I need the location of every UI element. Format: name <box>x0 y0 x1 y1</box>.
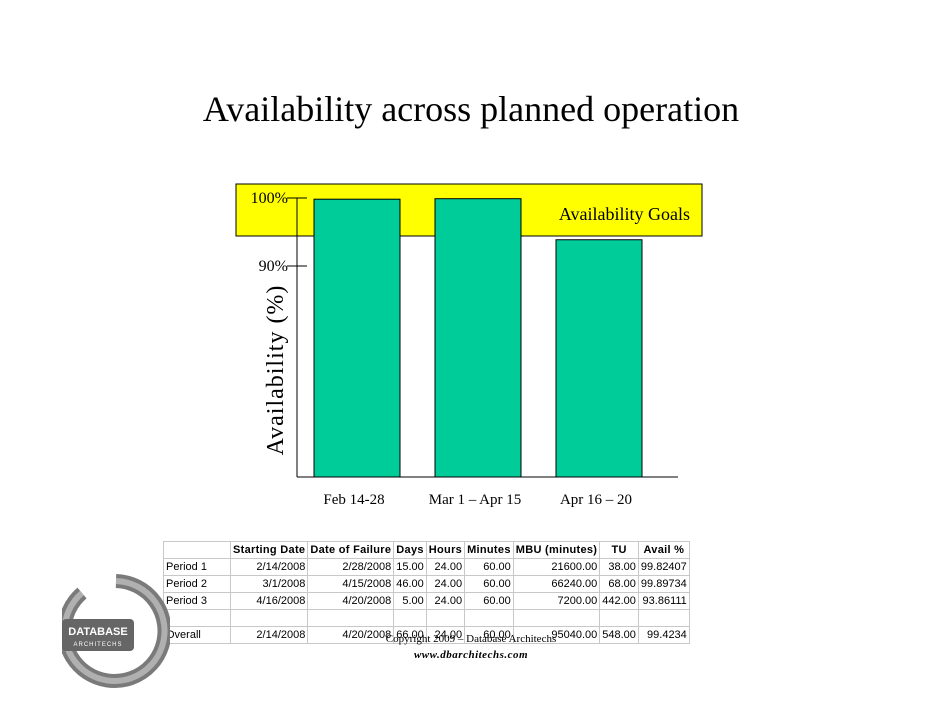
table-cell: 442.00 <box>599 592 639 610</box>
table-blank-row <box>163 609 690 627</box>
logo-text-bottom: ARCHITECHS <box>73 642 122 648</box>
table-cell: Period 2 <box>163 575 231 593</box>
table-cell: 99.89734 <box>637 575 690 593</box>
table-cell: 99.82407 <box>637 558 690 576</box>
copyright-text: Copyright 2009 – Database Architechs <box>385 633 557 645</box>
table-cell: Period 3 <box>163 592 231 610</box>
table-cell: 4/20/2008 <box>307 592 395 610</box>
table-cell: 93.86111 <box>637 592 690 610</box>
table-cell: 2/14/2008 <box>229 626 309 644</box>
table-cell: 60.00 <box>464 626 514 644</box>
table-cell: 60.00 <box>464 575 514 593</box>
table-cell: 21600.00 <box>512 558 601 576</box>
table-cell: 24.00 <box>425 558 466 576</box>
y-tick-label: 90% <box>259 258 288 275</box>
y-axis-label: Availability (%) <box>263 285 289 456</box>
table-cell: 548.00 <box>599 626 639 644</box>
table-row: Overall 2/14/2008 4/20/2008 66.00 24.00 60.00… <box>163 626 690 644</box>
y-tick-label: 100% <box>251 190 288 207</box>
logo-text-top: DATABASE <box>68 626 127 638</box>
bar-3 <box>555 239 643 478</box>
table-row: Period 3 4/16/2008 4/20/2008 5.00 24.00 60.00… <box>163 592 690 610</box>
table-cell: 66240.00 <box>512 575 601 593</box>
table-cell: 60.00 <box>464 592 514 610</box>
table-header-cell <box>163 541 231 559</box>
table-header-cell: MBU (minutes) <box>512 541 601 559</box>
x-tick-label: Feb 14-28 <box>323 492 384 508</box>
table-header-cell: Minutes <box>464 541 514 559</box>
page-title: Availability across planned operation <box>202 89 740 129</box>
goal-band-label: Availability Goals <box>559 204 690 224</box>
table-cell: 4/16/2008 <box>229 592 309 610</box>
table-header-cell: Starting Date <box>229 541 309 559</box>
table-cell: 95040.00 <box>512 626 601 644</box>
table-cell: 15.00 <box>393 558 427 576</box>
bar-2 <box>434 198 522 478</box>
table-cell: 24.00 <box>425 592 466 610</box>
x-tick-label: Mar 1 – Apr 15 <box>429 492 522 508</box>
database-architechs-logo: DATABASE ARCHITECHS <box>62 574 170 688</box>
table-cell: 2/28/2008 <box>307 558 395 576</box>
website-url: www.dbarchitechs.com <box>413 649 529 661</box>
table-cell: 4/20/2008 <box>307 626 395 644</box>
table-row: Period 1 2/14/2008 2/28/2008 15.00 24.00 60.0… <box>163 558 690 576</box>
table-cell: 24.00 <box>425 575 466 593</box>
table-cell: 4/15/2008 <box>307 575 395 593</box>
table-header-cell: Hours <box>425 541 466 559</box>
table-cell: 24.00 <box>425 626 466 644</box>
bar-1 <box>313 198 401 478</box>
table-header-cell: Date of Failure <box>307 541 395 559</box>
table-cell: 38.00 <box>599 558 639 576</box>
table-cell: 3/1/2008 <box>229 575 309 593</box>
table-cell: 46.00 <box>393 575 427 593</box>
x-tick-label: Apr 16 – 20 <box>560 492 632 508</box>
table-cell: 7200.00 <box>512 592 601 610</box>
table-cell: Period 1 <box>163 558 231 576</box>
table-cell: 2/14/2008 <box>229 558 309 576</box>
table-header-cell: TU <box>599 541 639 559</box>
table-header-cell: Avail % <box>637 541 690 559</box>
table-cell: 66.00 <box>393 626 427 644</box>
table-header-cell: Days <box>393 541 427 559</box>
table-row: Period 2 3/1/2008 4/15/2008 46.00 24.00 60.00… <box>163 575 690 593</box>
table-cell: 60.00 <box>464 558 514 576</box>
table-cell: 99.4234 <box>637 626 690 644</box>
table-header-row: Starting Date Date of Failure Days Hours Min… <box>163 541 690 559</box>
table-cell: 5.00 <box>393 592 427 610</box>
availability-chart: Availability Goals 100% 90% Feb 14-28 Mar … <box>235 183 703 508</box>
table-cell: 68.00 <box>599 575 639 593</box>
availability-table: Starting Date Date of Failure Days Hours Min… <box>163 541 690 644</box>
